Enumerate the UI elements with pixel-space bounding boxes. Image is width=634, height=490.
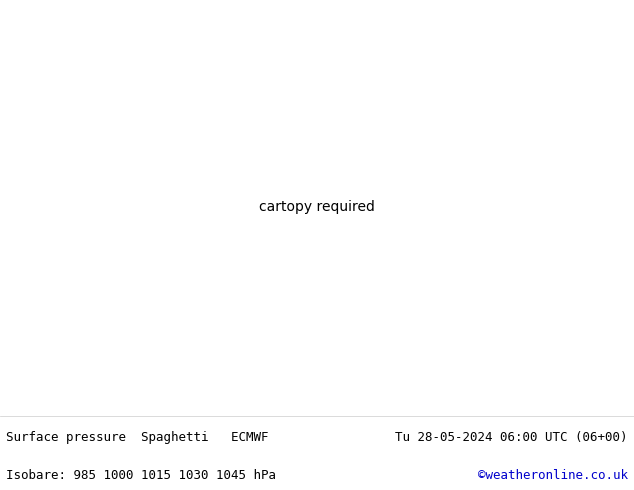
Text: cartopy required: cartopy required bbox=[259, 200, 375, 214]
Text: Tu 28-05-2024 06:00 UTC (06+00): Tu 28-05-2024 06:00 UTC (06+00) bbox=[395, 431, 628, 444]
Text: Surface pressure  Spaghetti   ECMWF: Surface pressure Spaghetti ECMWF bbox=[6, 431, 269, 444]
Text: ©weatheronline.co.uk: ©weatheronline.co.uk bbox=[477, 469, 628, 482]
Text: Isobare: 985 1000 1015 1030 1045 hPa: Isobare: 985 1000 1015 1030 1045 hPa bbox=[6, 469, 276, 482]
